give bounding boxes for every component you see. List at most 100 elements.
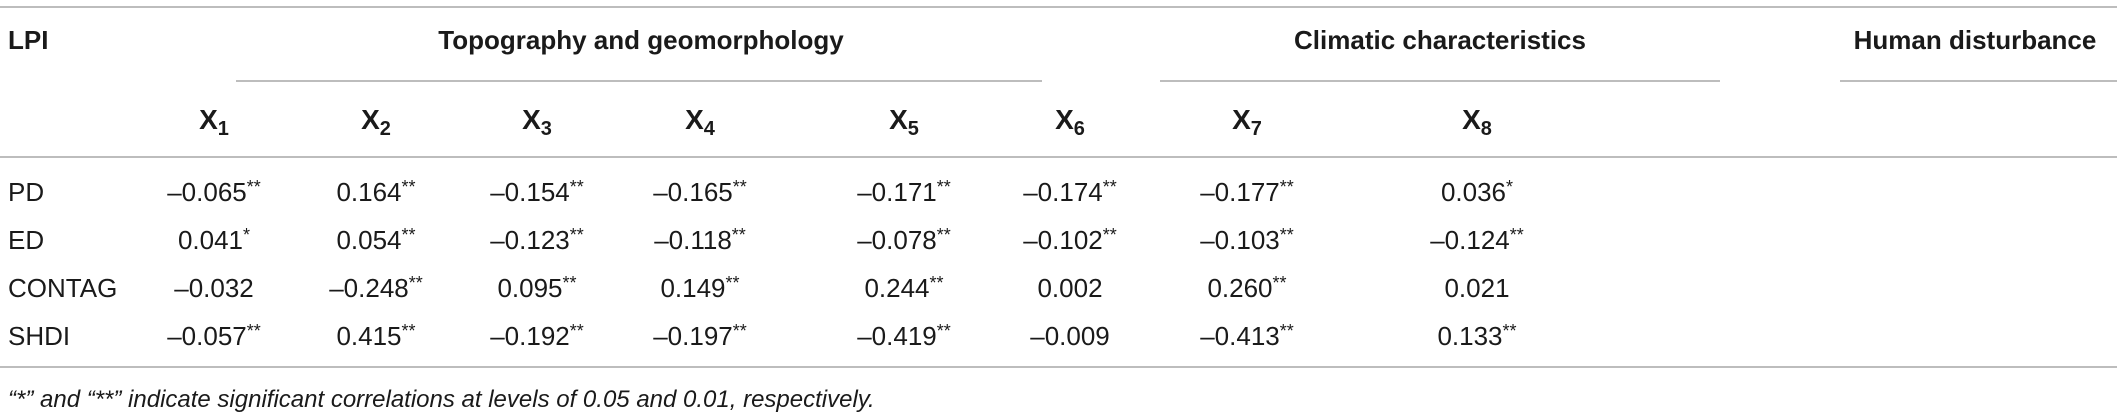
table-cell: –0.171** [857, 176, 951, 208]
table-cell: –0.413** [1200, 320, 1294, 352]
table-cell: –0.419** [857, 320, 951, 352]
significance-marker: ** [1102, 177, 1117, 197]
cell-value: –0.102 [1023, 225, 1103, 255]
table-cell: –0.102** [1023, 224, 1117, 256]
cell-value: –0.192 [490, 321, 570, 351]
group-header-topography: Topography and geomorphology [438, 25, 844, 55]
table-top-rule [0, 6, 2117, 8]
table-cell: 0.021 [1444, 272, 1509, 304]
variable-subscript: 8 [1480, 118, 1492, 140]
table-cell: –0.192** [490, 320, 584, 352]
cell-value: –0.118 [654, 225, 732, 255]
cell-value: –0.174 [1023, 177, 1103, 207]
variable-header-x4: X4 [685, 104, 715, 139]
cell-value: –0.065 [167, 177, 247, 207]
table-cell: 0.002 [1037, 272, 1102, 304]
header-bottom-rule [0, 156, 2117, 158]
table-cell: 0.133** [1437, 320, 1516, 352]
significance-marker: ** [401, 225, 416, 245]
significance-marker: ** [1502, 321, 1517, 341]
variable-symbol: X [361, 104, 380, 135]
group-rule-human [1840, 80, 2117, 82]
significance-marker: ** [569, 225, 584, 245]
variable-header-x2: X2 [361, 104, 391, 139]
cell-value: –0.413 [1200, 321, 1280, 351]
cell-value: 0.021 [1444, 273, 1510, 303]
variable-header-x1: X1 [199, 104, 229, 139]
variable-symbol: X [522, 104, 541, 135]
significance-marker: ** [732, 177, 747, 197]
significance-marker: ** [1102, 225, 1117, 245]
variable-header-x6: X6 [1055, 104, 1085, 139]
row-label: ED [8, 225, 45, 255]
cell-value: 0.036 [1440, 177, 1507, 207]
table-cell: 0.415** [336, 320, 415, 352]
table-cell: 0.164** [336, 176, 415, 208]
cell-value: –0.248 [329, 273, 409, 303]
cell-value: 0.133 [1437, 321, 1503, 351]
cell-value: –0.032 [174, 273, 254, 303]
significance-marker: ** [936, 321, 951, 341]
cell-value: –0.177 [1200, 177, 1280, 207]
row-label: CONTAG [8, 273, 118, 303]
variable-symbol: X [1462, 104, 1481, 135]
variable-subscript: 4 [703, 118, 715, 140]
table-cell: 0.054** [336, 224, 415, 256]
table-cell: –0.065** [167, 176, 261, 208]
significance-marker: ** [929, 273, 944, 293]
cell-value: 0.095 [497, 273, 563, 303]
significance-marker: ** [562, 273, 577, 293]
table-cell: –0.165** [653, 176, 747, 208]
table-cell: 0.036* [1441, 176, 1513, 208]
significance-marker: ** [401, 321, 416, 341]
table-cell: 0.149** [660, 272, 739, 304]
table-cell: 0.041* [178, 224, 250, 256]
cell-value: 0.244 [864, 273, 930, 303]
significance-marker: ** [732, 321, 747, 341]
table-cell: –0.177** [1200, 176, 1294, 208]
variable-subscript: 6 [1073, 118, 1085, 140]
table-cell: –0.197** [653, 320, 747, 352]
cell-value: –0.154 [490, 177, 570, 207]
table-cell: –0.174** [1023, 176, 1117, 208]
variable-subscript: 2 [379, 118, 391, 140]
significance-marker: ** [401, 177, 416, 197]
table-cell: –0.118** [654, 224, 746, 256]
row-label: PD [8, 177, 45, 207]
cell-value: 0.002 [1037, 273, 1103, 303]
table-cell: 0.095** [497, 272, 576, 304]
group-header-climatic: Climatic characteristics [1294, 25, 1586, 55]
group-header-human: Human disturbance [1853, 25, 2097, 55]
cell-value: –0.165 [653, 177, 733, 207]
cell-value: 0.164 [336, 177, 402, 207]
variable-subscript: 5 [907, 118, 919, 140]
significance-marker: * [243, 225, 251, 245]
cell-value: 0.054 [336, 225, 402, 255]
row-label: SHDI [8, 321, 71, 351]
variable-header-x8: X8 [1462, 104, 1492, 139]
group-rule-climatic [1160, 80, 1720, 82]
variable-subscript: 3 [540, 118, 552, 140]
significance-marker: ** [725, 273, 740, 293]
significance-marker: ** [731, 225, 746, 245]
significance-marker: ** [246, 321, 261, 341]
variable-symbol: X [1055, 104, 1074, 135]
variable-header-x3: X3 [522, 104, 552, 139]
variable-symbol: X [685, 104, 704, 135]
table-cell: 0.244** [864, 272, 943, 304]
table-cell: –0.248** [329, 272, 423, 304]
significance-marker: ** [569, 177, 584, 197]
table-cell: –0.103** [1200, 224, 1294, 256]
significance-marker: ** [1509, 225, 1524, 245]
cell-value: –0.197 [653, 321, 733, 351]
table-cell: –0.078** [857, 224, 951, 256]
variable-symbol: X [1232, 104, 1251, 135]
table-cell: –0.057** [167, 320, 261, 352]
cell-value: 0.041 [177, 225, 244, 255]
variable-header-x5: X5 [889, 104, 919, 139]
table-bottom-rule [0, 366, 2117, 368]
table-cell: –0.032 [174, 272, 254, 304]
significance-marker: ** [569, 321, 584, 341]
significance-marker: * [1506, 177, 1514, 197]
cell-value: –0.103 [1200, 225, 1280, 255]
